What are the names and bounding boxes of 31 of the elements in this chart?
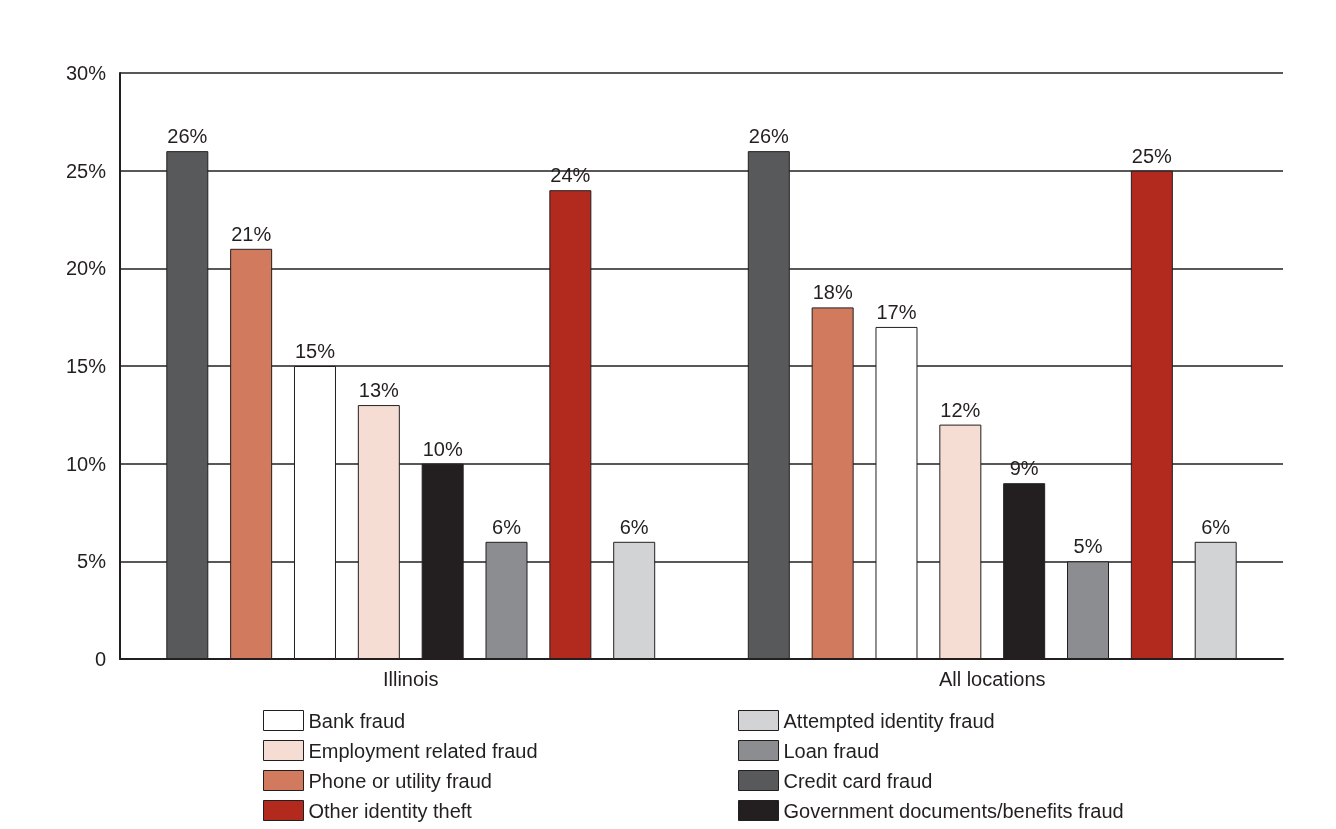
legend-label: Government documents/benefits fraud xyxy=(783,799,1124,822)
y-tick-label: 10% xyxy=(65,452,107,475)
data-label: 12% xyxy=(940,398,981,421)
data-label: 5% xyxy=(1073,535,1103,558)
data-label: 25% xyxy=(1131,144,1173,167)
data-label: 6% xyxy=(492,515,522,538)
y-tick-label: 0 xyxy=(94,648,106,670)
data-label: 17% xyxy=(876,300,917,323)
data-label: 10% xyxy=(422,437,463,460)
data-label: 13% xyxy=(358,379,400,402)
legend-label: Bank fraud xyxy=(308,709,406,732)
data-label: 6% xyxy=(1201,515,1231,538)
legend-label: Credit card fraud xyxy=(783,769,933,792)
y-tick-label: 15% xyxy=(65,355,107,377)
x-tick-label: Illinois xyxy=(382,668,439,690)
data-label: 26% xyxy=(748,125,790,148)
y-tick-label: 5% xyxy=(77,550,107,573)
legend-label: Attempted identity fraud xyxy=(783,709,995,732)
data-label: 6% xyxy=(619,515,649,538)
data-label: 18% xyxy=(812,281,853,304)
legend-label: Loan fraud xyxy=(783,739,880,762)
y-tick-label: 20% xyxy=(65,257,107,280)
y-tick-label: 30% xyxy=(65,62,107,84)
x-tick-label: All locations xyxy=(938,668,1046,690)
data-label: 21% xyxy=(231,222,272,245)
legend-label: Employment related fraud xyxy=(308,739,538,762)
legend-label: Other identity theft xyxy=(308,799,473,822)
data-label: 15% xyxy=(294,340,336,362)
legend-label: Phone or utility fraud xyxy=(308,769,492,792)
y-tick-label: 25% xyxy=(65,159,107,182)
data-label: 26% xyxy=(167,125,208,148)
